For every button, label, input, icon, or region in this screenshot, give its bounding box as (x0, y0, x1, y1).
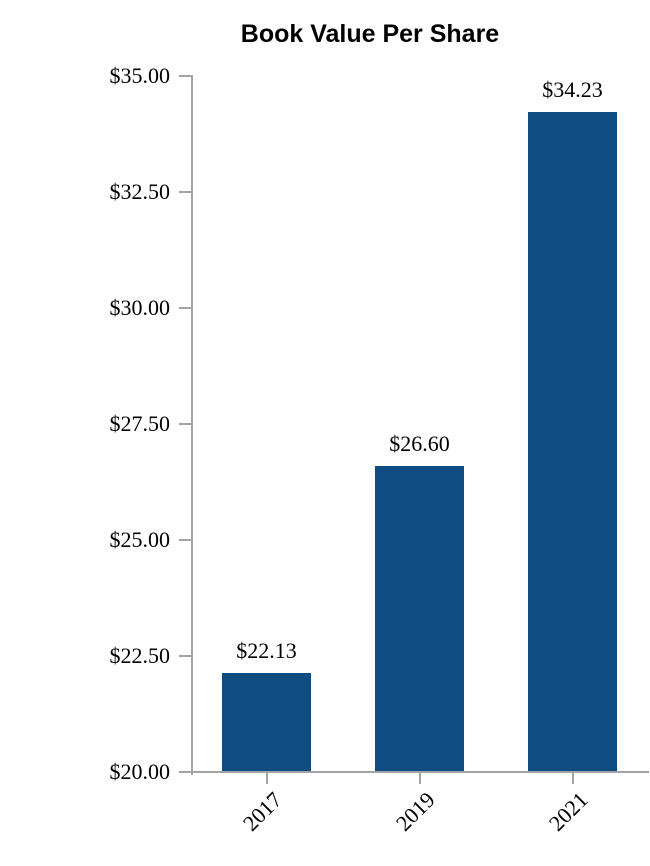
y-tick-label: $35.00 (109, 63, 171, 88)
y-tick-label: $32.50 (109, 179, 171, 204)
x-tick-label: 2017 (237, 787, 287, 836)
y-tick (179, 75, 191, 77)
y-tick-label: $22.50 (109, 643, 171, 668)
bar (528, 111, 617, 772)
x-tick-label: 2019 (390, 787, 440, 836)
y-tick (179, 307, 191, 309)
y-tick-label: $27.50 (109, 411, 171, 436)
y-tick-label: $20.00 (109, 759, 171, 784)
y-tick-label: $25.00 (109, 527, 171, 552)
y-tick-label: $30.00 (109, 295, 171, 320)
x-tick (418, 773, 421, 784)
bar-value-label: $26.60 (389, 430, 450, 456)
y-tick (179, 423, 191, 425)
x-tick (265, 773, 268, 784)
bar (222, 673, 311, 772)
bar (375, 465, 464, 772)
x-axis-line (191, 771, 649, 773)
bar-value-label: $22.13 (236, 638, 297, 664)
bar-value-label: $34.23 (542, 76, 603, 102)
x-tick (571, 773, 574, 784)
y-axis-line (191, 75, 193, 775)
y-tick (179, 191, 191, 193)
x-tick-label: 2021 (543, 787, 593, 836)
y-tick (179, 539, 191, 541)
y-tick (179, 655, 191, 657)
y-tick (179, 771, 191, 773)
chart-title: Book Value Per Share (240, 20, 500, 48)
